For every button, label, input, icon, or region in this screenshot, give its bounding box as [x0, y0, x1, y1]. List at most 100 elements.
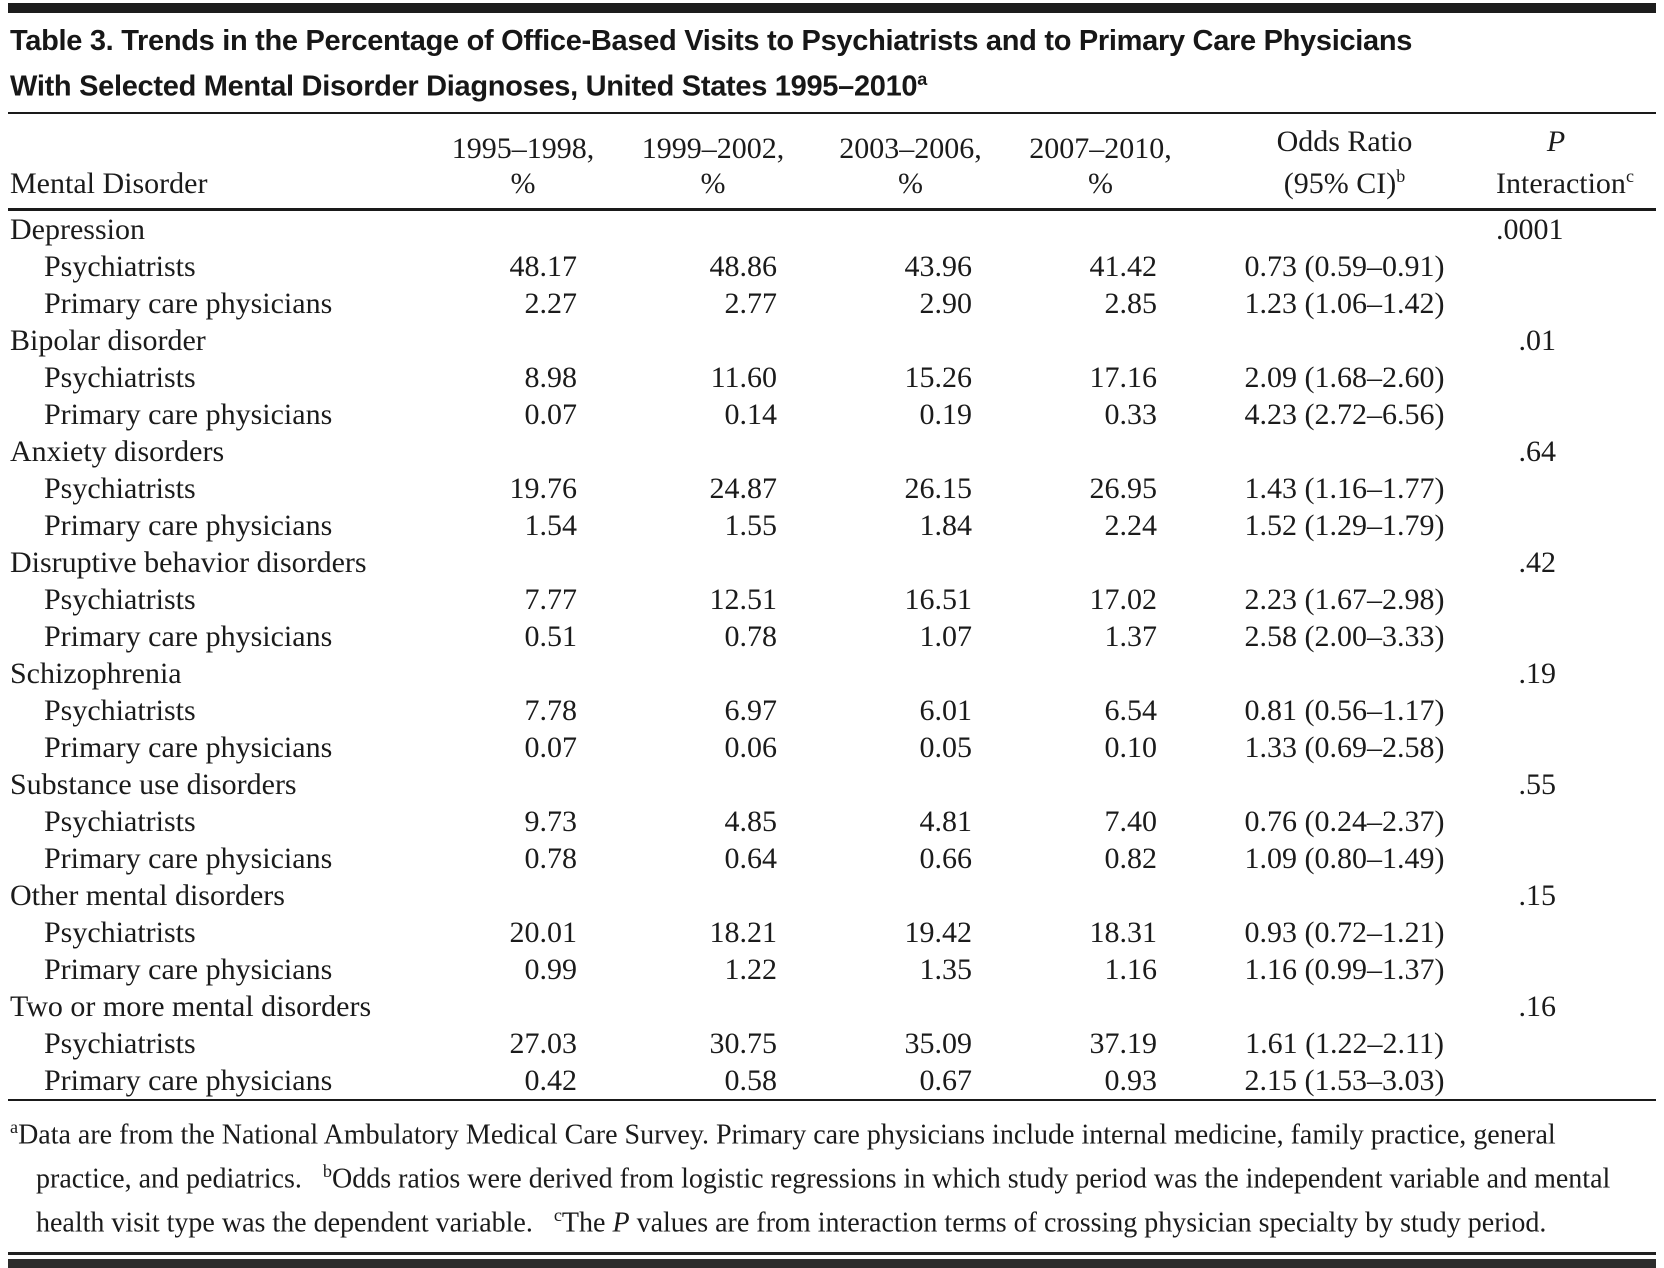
p-interaction-cell	[1496, 507, 1656, 544]
p-interaction-cell: .15	[1518, 878, 1557, 912]
provider-label-cell: Psychiatrists	[44, 360, 196, 394]
disorder-name-cell: Other mental disorders	[10, 878, 285, 912]
percent-cell	[813, 544, 1008, 581]
col-header-unit: (95% CI)	[1283, 166, 1397, 200]
p-interaction-cell: .0001	[1496, 212, 1564, 246]
percent-cell: 2.24	[1104, 508, 1158, 542]
odds-ratio-cell: 4.23 (2.72–6.56)	[1244, 397, 1445, 431]
col-header-unit: %	[700, 166, 726, 200]
percent-cell	[813, 766, 1008, 803]
provider-label-cell: Primary care physicians	[44, 397, 333, 431]
percent-cell	[813, 322, 1008, 359]
percent-cell: 0.05	[919, 730, 973, 764]
percent-cell	[433, 544, 613, 581]
percent-cell	[433, 433, 613, 470]
col-header-p-interaction: P Interactionc	[1496, 113, 1656, 211]
percent-cell: 0.64	[724, 841, 778, 875]
percent-cell: 0.14	[724, 397, 778, 431]
col-header-unit: %	[898, 166, 923, 200]
provider-row: Psychiatrists 7.77 12.51 16.51 17.02 2.23 (1.…	[8, 581, 1656, 618]
col-header-label: 1995–1998,	[451, 131, 595, 165]
percent-cell: 1.37	[1104, 619, 1158, 653]
percent-cell: 1.22	[724, 952, 778, 986]
percent-cell: 0.19	[919, 397, 973, 431]
percent-cell: 26.95	[1089, 471, 1158, 505]
title-line2: With Selected Mental Disorder Diagnoses,…	[10, 70, 918, 103]
provider-label-cell: Primary care physicians	[44, 1063, 333, 1097]
provider-label-cell: Primary care physicians	[44, 508, 333, 542]
odds-ratio-cell	[1193, 322, 1496, 359]
percent-cell: 0.06	[724, 730, 778, 764]
percent-cell: 30.75	[709, 1026, 778, 1060]
provider-label-cell: Primary care physicians	[44, 730, 333, 764]
percent-cell: 0.07	[524, 397, 578, 431]
percent-cell	[613, 655, 813, 692]
col-header-label: P	[1546, 124, 1566, 158]
percent-cell: 16.51	[904, 582, 973, 616]
col-header-1999-2002: 1999–2002, %	[613, 113, 813, 211]
percent-cell: 0.67	[919, 1063, 973, 1097]
provider-label-cell: Psychiatrists	[44, 249, 196, 283]
odds-ratio-cell: 1.33 (0.69–2.58)	[1244, 730, 1445, 764]
percent-cell: 0.58	[724, 1063, 778, 1097]
provider-row: Primary care physicians 0.07 0.06 0.05 0.10 1…	[8, 729, 1656, 766]
percent-cell: 0.10	[1104, 730, 1158, 764]
percent-cell: 6.01	[919, 693, 973, 727]
percent-cell	[433, 766, 613, 803]
provider-label-cell: Primary care physicians	[44, 619, 333, 653]
disorder-group-row: Disruptive behavior disorders .42	[8, 544, 1656, 581]
p-interaction-cell	[1496, 396, 1656, 433]
percent-cell	[613, 766, 813, 803]
provider-label-cell: Primary care physicians	[44, 952, 333, 986]
percent-cell	[1008, 655, 1193, 692]
percent-cell	[613, 988, 813, 1025]
percent-cell: 8.98	[524, 360, 578, 394]
provider-label-cell: Psychiatrists	[44, 693, 196, 727]
col-header-2003-2006: 2003–2006, %	[813, 113, 1008, 211]
percent-cell: 27.03	[509, 1026, 578, 1060]
percent-cell: 0.78	[524, 841, 578, 875]
trends-table: Mental Disorder 1995–1998, % 1999–2002, …	[8, 113, 1656, 1101]
percent-cell: 12.51	[709, 582, 778, 616]
provider-label-cell: Psychiatrists	[44, 582, 196, 616]
p-interaction-cell	[1496, 618, 1656, 655]
odds-ratio-cell: 0.81 (0.56–1.17)	[1244, 693, 1445, 727]
percent-cell: 0.42	[524, 1063, 578, 1097]
p-interaction-cell: .64	[1518, 434, 1557, 468]
footnote-marker: b	[322, 1160, 332, 1181]
odds-ratio-cell	[1193, 988, 1496, 1025]
p-interaction-cell	[1496, 1025, 1656, 1062]
provider-label-cell: Psychiatrists	[44, 804, 196, 838]
odds-ratio-cell: 1.43 (1.16–1.77)	[1244, 471, 1445, 505]
p-interaction-cell: .42	[1518, 545, 1557, 579]
disorder-name-cell: Schizophrenia	[10, 656, 182, 690]
provider-row: Primary care physicians 0.99 1.22 1.35 1.16 1…	[8, 951, 1656, 988]
percent-cell	[613, 544, 813, 581]
percent-cell	[1008, 209, 1193, 248]
p-interaction-cell	[1496, 581, 1656, 618]
percent-cell	[613, 877, 813, 914]
odds-ratio-cell: 2.09 (1.68–2.60)	[1244, 360, 1445, 394]
disorder-group-row: Depression .0001	[8, 209, 1656, 248]
col-header-unit: Interaction	[1496, 166, 1626, 200]
provider-label-cell: Psychiatrists	[44, 471, 196, 505]
disorder-name-cell: Anxiety disorders	[10, 434, 225, 468]
odds-ratio-cell: 1.61 (1.22–2.11)	[1245, 1026, 1444, 1060]
odds-ratio-cell: 2.58 (2.00–3.33)	[1244, 619, 1445, 653]
provider-label-cell: Psychiatrists	[44, 915, 196, 949]
percent-cell	[813, 209, 1008, 248]
provider-label-cell: Primary care physicians	[44, 841, 333, 875]
col-header-mental-disorder: Mental Disorder	[8, 113, 433, 211]
col-header-2007-2010: 2007–2010, %	[1008, 113, 1193, 211]
percent-cell	[433, 877, 613, 914]
top-rule-bar	[8, 3, 1656, 13]
percent-cell: 37.19	[1089, 1026, 1158, 1060]
col-header-1995-1998: 1995–1998, %	[433, 113, 613, 211]
col-header-label: Mental Disorder	[10, 166, 208, 200]
odds-ratio-cell: 0.93 (0.72–1.21)	[1244, 915, 1445, 949]
p-interaction-cell	[1496, 692, 1656, 729]
percent-cell	[813, 877, 1008, 914]
percent-cell: 17.02	[1089, 582, 1158, 616]
provider-row: Psychiatrists 19.76 24.87 26.15 26.95 1.43 (1…	[8, 470, 1656, 507]
p-interaction-cell: .01	[1518, 323, 1557, 357]
